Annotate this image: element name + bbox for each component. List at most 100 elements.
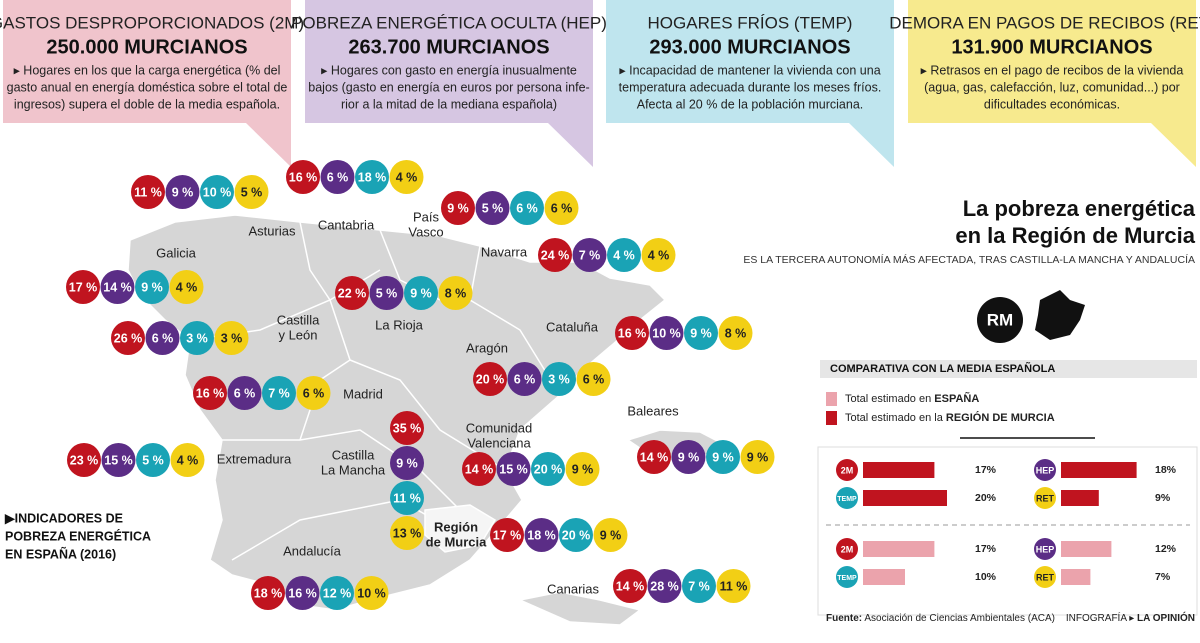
canarias-map [517,591,642,626]
region-name: Andalucía [283,543,342,558]
box-body: (agua, gas, calefacción, luz, comunidad.… [924,80,1180,94]
indicator-circle [169,270,204,304]
region-name: Madrid [343,386,383,401]
indicator-value: 9 % [396,456,418,470]
indicator-circle [262,376,296,410]
indicator-circle [462,452,496,486]
indicator-badge [1034,538,1056,560]
indicator-value: 7 % [688,579,710,593]
indicator-circle [475,191,510,225]
comparison-bar [863,462,935,478]
indicator-value: 14 % [616,579,645,593]
box-title: GASTOS DESPROPORCIONADOS (2M) [0,13,304,32]
indicator-value: 16 % [288,586,317,600]
indicator-circle [390,446,424,480]
indicator-circle [355,160,389,194]
indicator-circle [335,276,369,310]
box-body: bajos (gasto en energía en euros por per… [308,80,589,94]
indicator-value: 35 % [393,421,422,435]
indicator-value: 17 % [493,528,522,542]
indicator-value: 6 % [514,372,536,386]
indicator-circle [389,160,424,194]
box-body: rior a la mitad de la mediana española) [341,97,557,111]
region-name: Región [434,519,478,534]
comparison-bar [1061,541,1112,557]
box-body: gasto anual en energía doméstica sobre e… [7,80,288,94]
comparison-frame [817,446,1198,616]
box-figure: 293.000 MURCIANOS [649,36,850,58]
indicator-circle [390,411,424,445]
indicator-circle [507,362,542,396]
header-box [606,0,894,167]
legend-swatch [826,411,837,425]
bar-label: 20% [975,492,997,504]
indicator-value: 9 % [172,185,194,199]
indicator-circle [473,362,507,396]
indicator-circle [234,175,269,209]
indicator-value: 6 % [583,372,605,386]
logo-text: RM [987,310,1013,329]
comparison-bar [863,490,947,506]
indicator-circle [607,238,641,272]
indicator-circle [649,316,684,350]
indicator-value: 9 % [447,201,469,215]
indicator-value: 11 % [134,185,162,199]
indicator-value: 6 % [234,386,256,400]
indicator-badge [836,487,858,509]
indicator-circle [200,175,234,209]
indicator-circle [647,569,682,603]
indicator-value: 14 % [465,462,494,476]
indicator-circle [531,452,565,486]
badge-label: RET [1036,493,1055,503]
legend-label: Total estimado en [845,393,931,405]
indicator-circle [671,440,706,474]
box-body: temperatura adecuada durante los meses f… [619,80,882,94]
indicator-badge [1034,459,1056,481]
region-name: y León [278,327,317,342]
side-note: POBREZA ENERGÉTICA [5,528,151,543]
indicator-circle [136,443,170,477]
subtitle: ES LA TERCERA AUTONOMÍA MÁS AFECTADA, TR… [743,253,1195,266]
indicator-circle [615,316,649,350]
indicator-circle [111,321,145,355]
indicator-value: 11 % [393,491,421,505]
indicator-circle [716,569,751,603]
bar-label: 9% [1155,492,1171,504]
indicator-circle [390,516,424,550]
indicator-value: 6 % [303,386,325,400]
header-box [305,0,593,167]
indicator-circle [404,276,438,310]
indicator-circle [390,481,424,515]
indicator-circle [438,276,473,310]
indicator-value: 9 % [712,450,734,464]
bar-label: 7% [1155,571,1171,583]
box-figure: 263.700 MURCIANOS [348,36,549,58]
indicator-value: 7 % [268,386,290,400]
indicator-circle [320,160,355,194]
indicator-circle [135,270,169,304]
logo-circle [977,297,1023,343]
indicator-circle [593,518,628,552]
indicator-circle [320,576,354,610]
source-label: Fuente: [826,613,862,624]
murcia-highlight [424,504,497,553]
source-text: Asociación de Ciencias Ambientales (ACA) [864,613,1055,624]
region-name: Baleares [627,403,679,418]
indicator-value: 3 % [221,331,243,345]
indicator-circle [572,238,607,272]
indicator-circle [100,270,135,304]
badge-label: TEMP [837,575,857,582]
indicator-value: 7 % [579,248,601,262]
indicator-value: 3 % [548,372,570,386]
credit-name: LA OPINIÓN [1137,611,1195,624]
indicator-circle [170,443,205,477]
indicator-value: 6 % [327,170,349,184]
legend-bold: REGIÓN DE MURCIA [946,411,1055,424]
region-name: Canarias [547,581,600,596]
indicator-value: 14 % [640,450,669,464]
bar-label: 18% [1155,464,1177,476]
indicator-circle [524,518,559,552]
indicator-circle [613,569,647,603]
region-name: País [413,209,440,224]
indicator-circle [740,440,775,474]
